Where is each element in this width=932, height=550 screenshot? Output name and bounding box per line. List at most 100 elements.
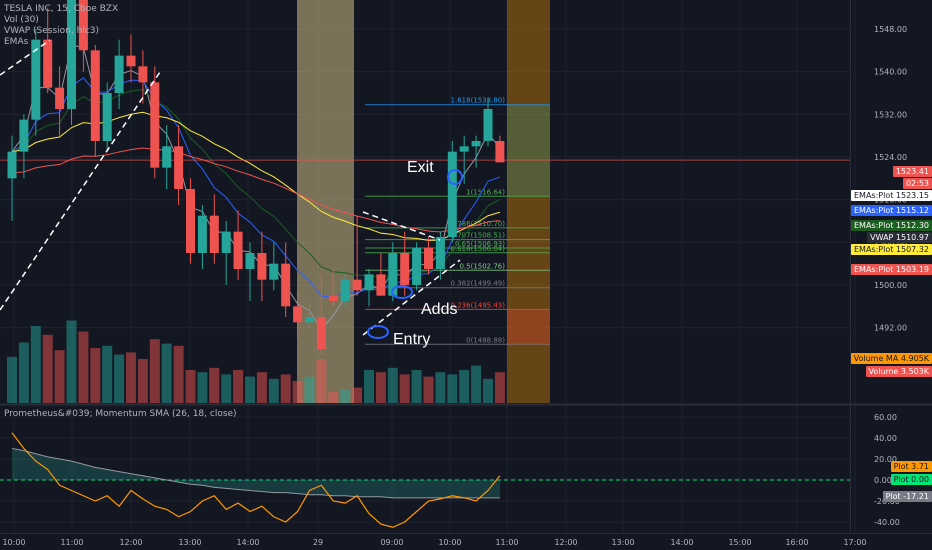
- volume-bar: [471, 365, 482, 403]
- candle-body: [43, 39, 53, 88]
- candle-body: [340, 279, 350, 301]
- momentum-sma-tag: Plot -17.21: [882, 491, 932, 502]
- volume-bar: [316, 359, 327, 403]
- candle-body: [281, 263, 291, 307]
- candle-body: [257, 253, 267, 280]
- candle-body: [31, 39, 41, 120]
- candle-body: [269, 263, 279, 280]
- candle-body: [459, 146, 469, 152]
- time-tick-label: 14:00: [236, 538, 259, 547]
- projection-zone: [507, 0, 550, 403]
- candle-body: [67, 0, 76, 110]
- candle-body: [400, 253, 410, 285]
- annotation-exit: Exit: [407, 159, 434, 176]
- price-tick-label: 1524.00: [874, 153, 907, 162]
- fib-level-label: 0.382(1499.49): [451, 280, 506, 288]
- candle-body: [126, 55, 136, 67]
- chart-legend[interactable]: TESLA INC, 15, Cboe BZX Vol (30) VWAP (S…: [4, 4, 118, 48]
- volume-bar: [102, 345, 113, 403]
- trend-line-dashed: [362, 259, 461, 336]
- price-axis-tag: VWAP 1510.97: [867, 232, 932, 243]
- indicator-emas[interactable]: EMAs: [4, 37, 29, 47]
- time-tick-label: 12:00: [119, 538, 142, 547]
- price-axis-tag: 02:53: [902, 178, 932, 189]
- volume-bar: [352, 387, 363, 403]
- volume-bar: [340, 389, 351, 403]
- fib-level-label: 0(1488.88): [466, 336, 505, 344]
- exit-marker: [447, 169, 463, 185]
- fib-level-label: 0.65(1506.93): [455, 240, 505, 248]
- price-tick-label: 1532.00: [874, 110, 907, 119]
- volume-bar: [114, 354, 125, 403]
- volume-bar: [149, 339, 160, 403]
- volume-bar: [292, 381, 303, 403]
- candle-body: [150, 82, 160, 168]
- volume-bar: [483, 378, 493, 403]
- fib-level-label: 1(1516.64): [466, 188, 505, 196]
- adds-marker: [391, 285, 413, 299]
- annotation-entry: Entry: [393, 331, 431, 348]
- volume-bar: [90, 348, 101, 403]
- time-tick-label: 10:00: [2, 538, 25, 547]
- symbol-title[interactable]: TESLA INC, 15, Cboe BZX: [4, 4, 119, 14]
- volume-bar: [447, 374, 458, 403]
- candle-body: [209, 215, 219, 253]
- momentum-legend[interactable]: Prometheus&#039; Momentum SMA (26, 18, c…: [4, 409, 237, 419]
- momentum-tick-label: 60.00: [874, 413, 897, 422]
- momentum-fill-area: [12, 448, 500, 498]
- volume-bar: [399, 374, 410, 403]
- volume-bar: [54, 350, 65, 403]
- fib-level-label: 1.618(1533.80): [451, 97, 506, 105]
- candle-body: [19, 119, 29, 152]
- momentum-plot-tag: Plot 3.71: [890, 461, 932, 472]
- candle-body: [388, 253, 398, 296]
- candle-body: [245, 253, 255, 269]
- trend-line-dashed: [362, 211, 441, 241]
- candle-body: [412, 247, 422, 285]
- volume-bar: [387, 367, 398, 403]
- indicator-vwap[interactable]: VWAP (Session, hlc3): [4, 26, 99, 36]
- candle-body: [435, 237, 445, 269]
- candle-body: [483, 109, 493, 141]
- candle-body: [316, 317, 326, 349]
- volume-bar: [233, 370, 244, 403]
- candle-body: [162, 146, 172, 168]
- time-tick-label: 11:00: [495, 538, 518, 547]
- time-tick-label: 09:00: [380, 538, 403, 547]
- momentum-sma-line: [11, 448, 500, 499]
- annotation-adds: Adds: [421, 301, 458, 318]
- indicator-volume[interactable]: Vol (30): [4, 15, 39, 25]
- candle-body: [138, 66, 148, 83]
- volume-bar: [423, 376, 434, 403]
- candle-body: [197, 215, 207, 253]
- fib-level-label: 0.618(1506.04): [451, 245, 506, 253]
- volume-bar: [411, 370, 422, 403]
- momentum-tick-label: 20.00: [874, 455, 897, 464]
- fib-band: [507, 309, 550, 345]
- candle-body: [174, 146, 184, 189]
- candle-body: [352, 279, 362, 291]
- candle-body: [55, 87, 65, 109]
- volume-bar: [435, 372, 446, 403]
- volume-bar: [78, 331, 89, 403]
- candle-body: [293, 306, 303, 323]
- time-tick-label: 11:00: [60, 538, 83, 547]
- volume-bar: [66, 320, 77, 403]
- time-tick-label: 29: [313, 538, 323, 547]
- candle-body: [114, 55, 124, 93]
- fib-level-label: 0.707(1508.51): [451, 232, 506, 240]
- fib-level-label: 0.5(1502.76): [459, 262, 505, 270]
- price-axis-tag: 1523.41: [892, 166, 932, 177]
- time-tick-label: 13:00: [178, 538, 201, 547]
- candle-body: [328, 295, 338, 301]
- candle-body: [305, 317, 314, 323]
- price-tick-label: 1548.00: [874, 25, 907, 34]
- fib-retracement: 1.618(1533.80) 1(1516.64) 0.786(1510.70) 0.…: [365, 97, 550, 345]
- volume-bar: [197, 372, 208, 403]
- time-tick-label: 14:00: [670, 538, 693, 547]
- volume-bar: [7, 356, 17, 403]
- fib-level-label: 0.236(1495.43): [451, 301, 506, 309]
- volume-bars: [7, 320, 505, 403]
